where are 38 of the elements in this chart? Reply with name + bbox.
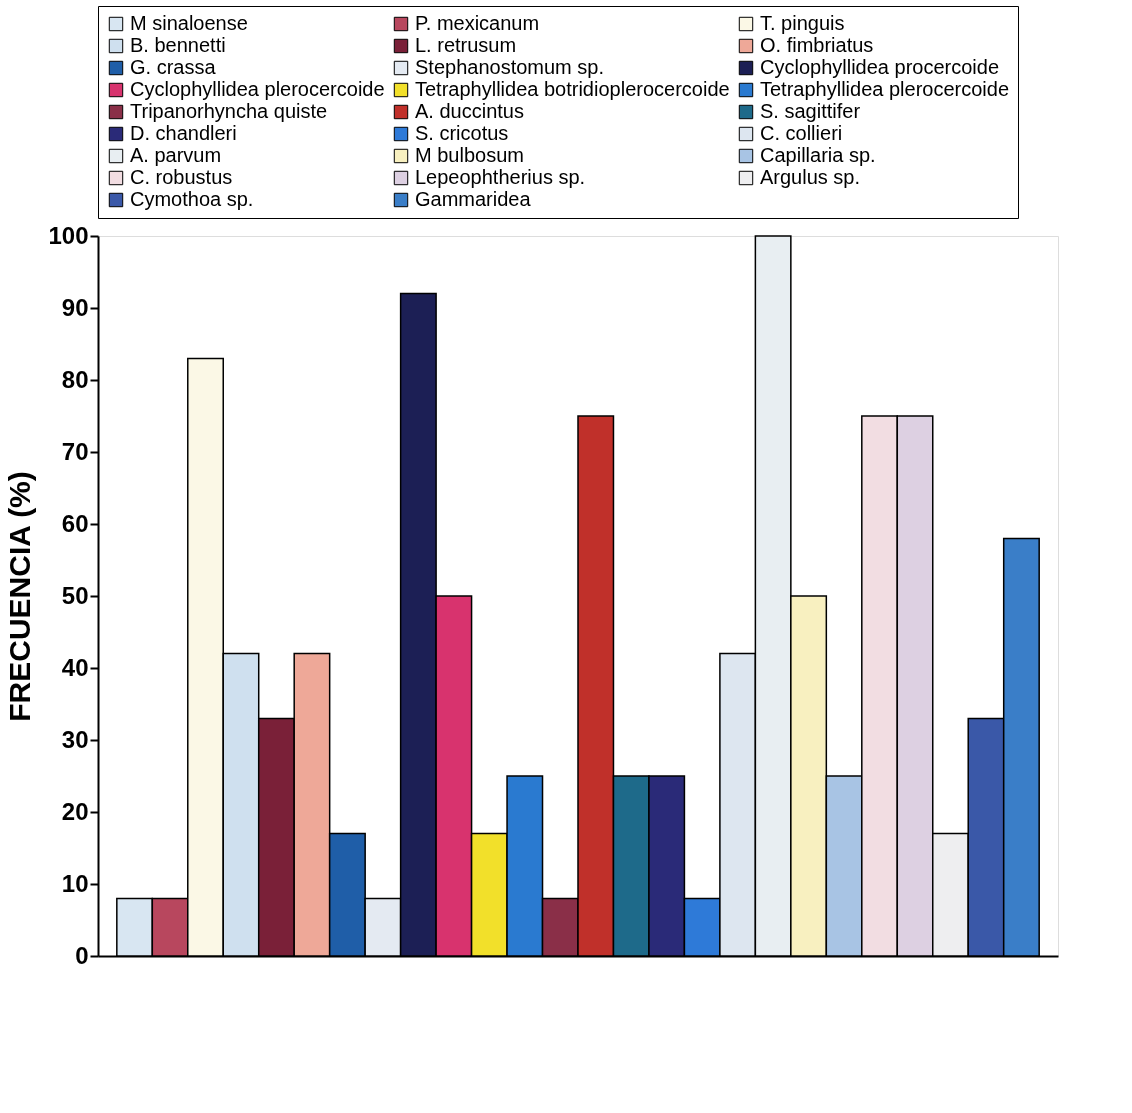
legend-label: Cymothoa sp. xyxy=(130,188,254,210)
y-tick-label: 60 xyxy=(61,509,89,537)
legend-label: M sinaloense xyxy=(130,12,248,34)
y-tick-label: 70 xyxy=(61,437,89,465)
legend-label: Stephanostomum sp. xyxy=(415,56,604,78)
y-tick-label: 30 xyxy=(61,725,89,753)
legend-label: Cyclophyllidea procercoide xyxy=(760,56,1000,78)
legend-label: A. duccintus xyxy=(415,100,524,122)
y-tick-label: 100 xyxy=(48,221,89,249)
legend-label: Tetraphyllidea botridioplerocercoide xyxy=(415,78,730,100)
legend-label: Argulus sp. xyxy=(760,166,861,188)
legend-label: Gammaridea xyxy=(415,188,532,210)
y-tick-label: 40 xyxy=(61,653,89,681)
y-tick-label: 10 xyxy=(61,869,89,897)
legend-label: Tripanorhyncha quiste xyxy=(130,100,328,122)
legend-label: Capillaria sp. xyxy=(760,144,876,166)
legend-label: L. retrusum xyxy=(415,34,517,56)
legend-label: O. fimbriatus xyxy=(760,34,874,56)
legend-label: Lepeophtherius sp. xyxy=(415,166,586,188)
legend-label: C. collieri xyxy=(760,122,843,144)
legend-label: M bulbosum xyxy=(415,144,524,166)
legend-label: Cyclophyllidea plerocercoide xyxy=(130,78,385,100)
legend-label: P. mexicanum xyxy=(415,12,540,34)
y-axis-title: FRECUENCIA (%) xyxy=(3,471,37,722)
legend-label: S. sagittifer xyxy=(760,100,861,122)
legend-label: D. chandleri xyxy=(130,122,237,144)
legend-label: G. crassa xyxy=(130,56,217,78)
legend-label: B. bennetti xyxy=(130,34,226,56)
y-tick-label: 80 xyxy=(61,365,89,393)
legend-label: A. parvum xyxy=(130,144,222,166)
y-tick-label: 50 xyxy=(61,581,89,609)
y-tick-label: 0 xyxy=(75,941,89,969)
legend-label: C. robustus xyxy=(130,166,233,188)
y-tick-label: 90 xyxy=(61,293,89,321)
y-tick-label: 20 xyxy=(61,797,89,825)
legend-label: T. pinguis xyxy=(760,12,845,34)
legend-label: Tetraphyllidea plerocercoide xyxy=(760,78,1010,100)
legend-label: S. cricotus xyxy=(415,122,509,144)
